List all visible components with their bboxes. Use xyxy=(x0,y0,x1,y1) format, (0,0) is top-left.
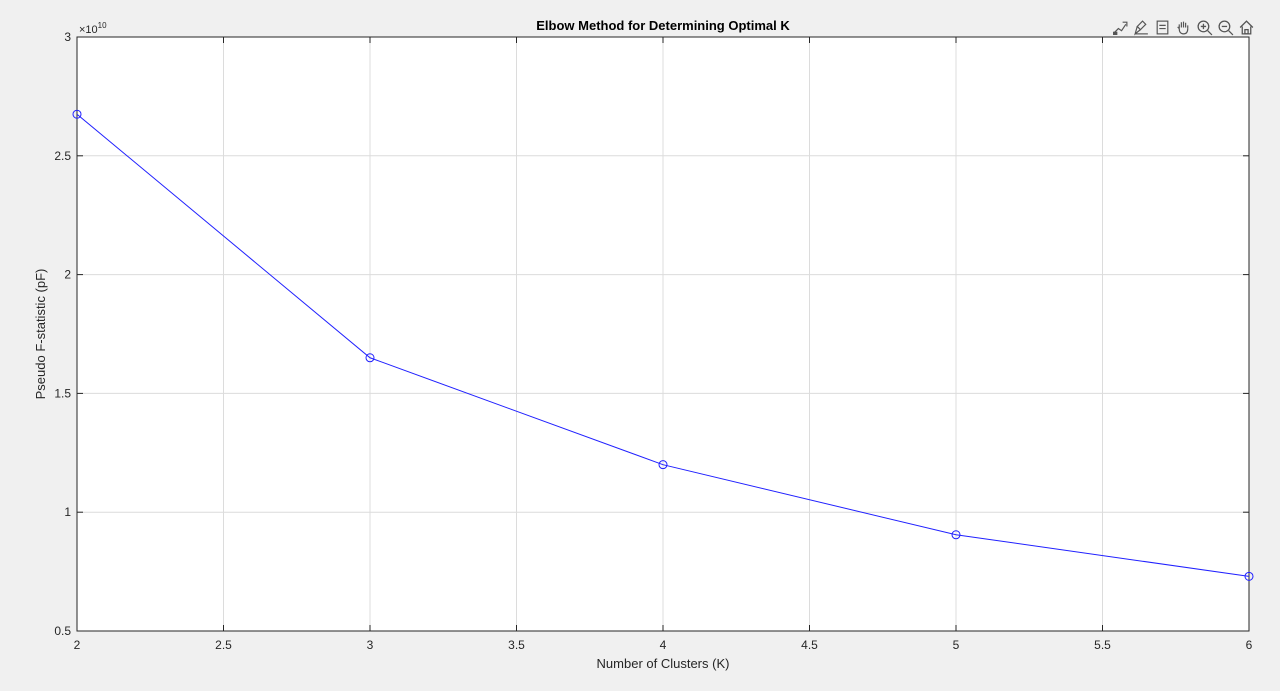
y-tick-label: 2 xyxy=(64,268,71,282)
x-tick-label: 3.5 xyxy=(508,638,525,652)
y-tick-label: 1 xyxy=(64,505,71,519)
brush-icon xyxy=(1133,19,1148,35)
zoom-in-icon xyxy=(1196,19,1212,35)
data-tips-button[interactable] xyxy=(1110,17,1130,37)
series xyxy=(72,109,1254,581)
y-axis-label: Pseudo F-statistic (pF) xyxy=(33,269,48,400)
home-icon xyxy=(1239,19,1253,35)
y-exponent-power: 10 xyxy=(98,21,107,30)
pan-button[interactable] xyxy=(1173,17,1193,37)
chart-title: Elbow Method for Determining Optimal K xyxy=(536,18,790,33)
x-tick-label: 5.5 xyxy=(1094,638,1111,652)
series-line xyxy=(76,113,1250,577)
home-button[interactable] xyxy=(1236,17,1256,37)
x-tick-label: 4.5 xyxy=(801,638,818,652)
x-tick-label: 2 xyxy=(74,638,81,652)
x-tick-label: 3 xyxy=(367,638,374,652)
x-tick-label: 2.5 xyxy=(215,638,232,652)
x-tick-label: 6 xyxy=(1246,638,1253,652)
y-tick-label: 2.5 xyxy=(54,149,71,163)
x-axis-label: Number of Clusters (K) xyxy=(597,656,730,671)
data-point-marker xyxy=(658,460,668,470)
y-tick-label: 1.5 xyxy=(54,386,71,400)
zoom-in-button[interactable] xyxy=(1194,17,1214,37)
restore-view-button[interactable] xyxy=(1152,17,1172,37)
restore-view-icon xyxy=(1156,20,1168,34)
y-tick-label: 0.5 xyxy=(54,624,71,638)
y-exponent-label: ×1010 xyxy=(79,21,107,36)
y-exponent-times: ×10 xyxy=(79,24,98,36)
x-tick-label: 5 xyxy=(953,638,960,652)
zoom-out-icon xyxy=(1217,19,1233,35)
data-point-marker xyxy=(1244,571,1254,581)
data-point-marker xyxy=(365,353,375,363)
ticks: 2 2.5 3 3.5 4 4.5 5 5.5 6 0.5 1 1.5 2 2.5 3 xyxy=(54,30,1252,652)
data-tips-icon xyxy=(1112,21,1127,35)
data-point-marker xyxy=(72,109,82,119)
data-point-marker xyxy=(951,530,961,540)
y-tick-label: 3 xyxy=(64,30,71,44)
axes-toolbar xyxy=(1110,16,1256,38)
brush-button[interactable] xyxy=(1131,17,1151,37)
pan-icon xyxy=(1176,21,1188,34)
x-tick-label: 4 xyxy=(660,638,667,652)
zoom-out-button[interactable] xyxy=(1215,17,1235,37)
